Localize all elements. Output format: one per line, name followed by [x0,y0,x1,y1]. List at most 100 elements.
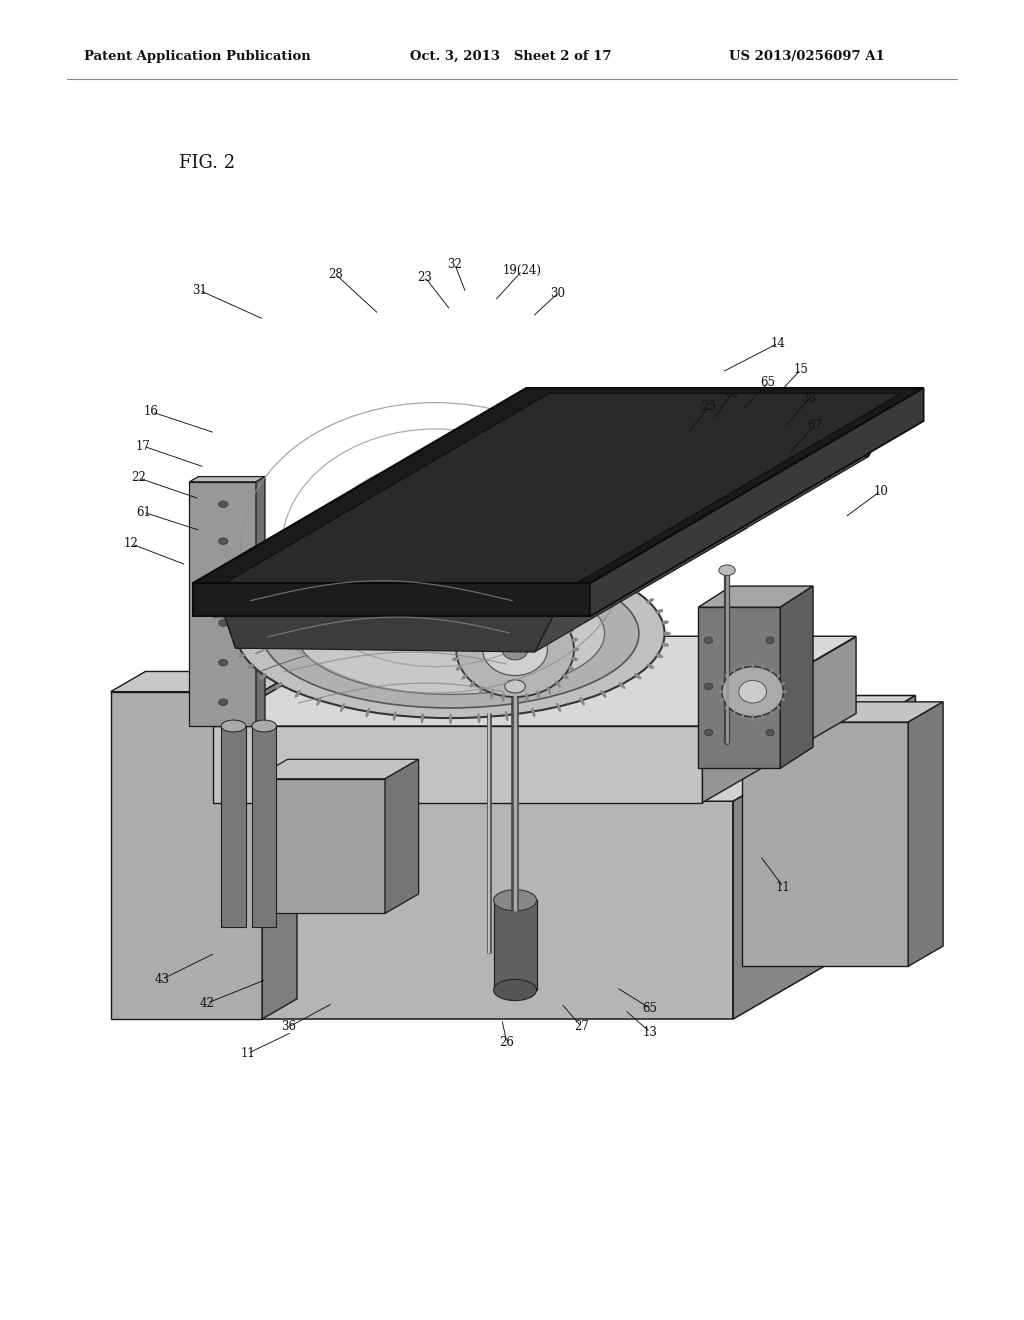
Ellipse shape [295,569,301,577]
Ellipse shape [456,665,463,671]
Text: US 2013/0256097 A1: US 2013/0256097 A1 [729,50,885,63]
Polygon shape [213,528,748,618]
Text: 32: 32 [447,257,462,271]
Ellipse shape [496,595,508,603]
Polygon shape [733,696,915,1019]
Polygon shape [213,726,702,803]
Ellipse shape [340,702,345,713]
Ellipse shape [502,693,505,702]
Text: 42: 42 [200,997,214,1010]
Ellipse shape [219,660,227,665]
Ellipse shape [537,599,541,609]
Ellipse shape [477,544,480,554]
Ellipse shape [634,673,641,680]
Ellipse shape [232,643,241,647]
Polygon shape [193,583,590,616]
Ellipse shape [489,690,494,700]
Ellipse shape [295,690,301,698]
Ellipse shape [660,643,669,647]
Polygon shape [189,482,256,726]
Ellipse shape [403,595,416,603]
Polygon shape [111,672,297,692]
Ellipse shape [618,682,626,689]
Text: 13: 13 [643,1026,657,1039]
Polygon shape [254,759,419,779]
Ellipse shape [761,713,764,719]
Ellipse shape [600,569,606,577]
Ellipse shape [316,697,322,706]
Polygon shape [189,477,265,482]
Ellipse shape [525,597,528,606]
Ellipse shape [531,550,536,560]
Polygon shape [549,393,901,457]
Polygon shape [236,453,868,648]
Ellipse shape [489,599,494,609]
Ellipse shape [452,638,459,642]
Ellipse shape [770,668,773,673]
Ellipse shape [766,636,774,643]
Ellipse shape [275,682,283,689]
Polygon shape [213,636,856,726]
Ellipse shape [240,595,252,603]
Text: Patent Application Publication: Patent Application Publication [84,50,310,63]
Text: 19(24): 19(24) [503,264,542,277]
Text: 27: 27 [574,1020,589,1034]
Text: 30: 30 [551,286,565,300]
Ellipse shape [457,602,573,697]
Ellipse shape [752,714,754,721]
Ellipse shape [505,711,508,721]
Ellipse shape [262,560,639,708]
Polygon shape [252,726,276,927]
Ellipse shape [311,595,324,603]
Polygon shape [215,393,569,648]
Ellipse shape [462,619,468,626]
Ellipse shape [366,550,370,560]
Ellipse shape [741,713,744,719]
Polygon shape [742,722,908,966]
Text: 25: 25 [701,400,716,413]
Ellipse shape [580,697,585,706]
Ellipse shape [725,705,729,709]
Ellipse shape [618,578,626,585]
Polygon shape [742,702,943,722]
Ellipse shape [732,710,735,715]
Ellipse shape [663,632,671,636]
Ellipse shape [646,598,654,603]
Ellipse shape [247,598,255,603]
Ellipse shape [739,680,766,704]
Polygon shape [698,586,813,607]
Ellipse shape [505,546,508,556]
Polygon shape [702,636,856,803]
Ellipse shape [221,721,246,731]
Ellipse shape [452,657,459,661]
Ellipse shape [393,546,396,556]
Ellipse shape [634,587,641,594]
Ellipse shape [456,628,463,634]
Ellipse shape [449,714,453,725]
Ellipse shape [502,597,505,606]
Ellipse shape [505,680,525,693]
Ellipse shape [562,673,568,680]
Ellipse shape [449,543,453,553]
Ellipse shape [766,684,774,689]
Text: 38: 38 [802,392,816,405]
Ellipse shape [514,694,516,704]
Polygon shape [121,696,915,801]
Ellipse shape [494,890,537,911]
Text: 11: 11 [776,880,791,894]
Ellipse shape [393,711,396,721]
Text: 43: 43 [155,973,169,986]
Text: 61: 61 [136,506,151,519]
Text: 15: 15 [794,363,808,376]
Ellipse shape [537,690,541,700]
Text: 14: 14 [771,337,785,350]
Ellipse shape [571,638,579,642]
Ellipse shape [580,561,585,570]
Ellipse shape [572,647,580,651]
Ellipse shape [719,565,735,576]
Ellipse shape [562,619,568,626]
Ellipse shape [482,623,548,676]
Polygon shape [221,726,246,927]
Ellipse shape [555,611,561,618]
Polygon shape [215,393,901,589]
